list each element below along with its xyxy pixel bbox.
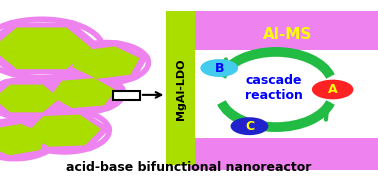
FancyBboxPatch shape [189, 11, 378, 50]
Polygon shape [43, 75, 123, 111]
Polygon shape [20, 111, 109, 150]
Polygon shape [0, 125, 45, 155]
Circle shape [231, 117, 268, 135]
Text: A: A [328, 83, 338, 96]
Polygon shape [51, 79, 115, 107]
Polygon shape [73, 47, 139, 78]
Text: C: C [245, 120, 254, 133]
FancyBboxPatch shape [113, 91, 140, 100]
FancyBboxPatch shape [189, 138, 378, 170]
FancyBboxPatch shape [0, 11, 166, 165]
Text: B: B [214, 62, 224, 74]
FancyBboxPatch shape [189, 50, 378, 138]
Polygon shape [0, 82, 67, 115]
Text: acid-base bifunctional nanoreactor: acid-base bifunctional nanoreactor [66, 161, 312, 174]
Polygon shape [0, 28, 91, 69]
Text: Al-MS: Al-MS [263, 26, 312, 42]
Polygon shape [0, 85, 59, 112]
Polygon shape [0, 23, 103, 74]
Text: cascade
reaction: cascade reaction [245, 74, 303, 102]
Text: MgAl-LDO: MgAl-LDO [176, 59, 186, 120]
Circle shape [312, 80, 353, 99]
Polygon shape [28, 115, 100, 146]
Circle shape [200, 59, 238, 77]
FancyBboxPatch shape [166, 11, 195, 165]
Polygon shape [65, 43, 147, 82]
Polygon shape [0, 121, 53, 158]
